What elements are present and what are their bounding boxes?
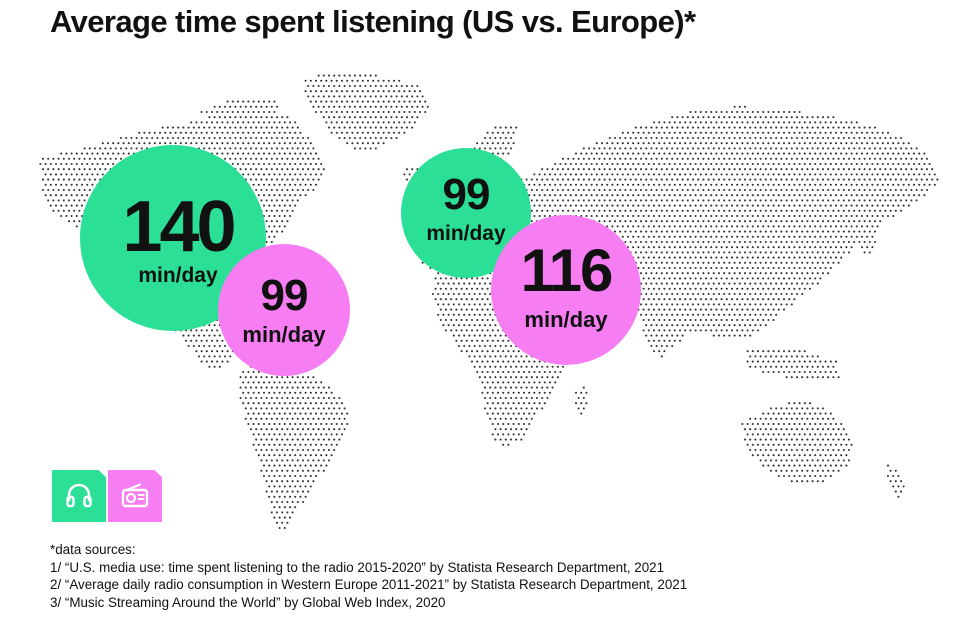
source-item: 2/ “Average daily radio consumption in W…: [50, 577, 688, 592]
us-music-unit: min/day: [138, 263, 218, 287]
europe-music-value: 99: [442, 169, 491, 219]
europe-music-bubble: 99 min/day: [401, 148, 531, 278]
europe-radio-unit: min/day: [524, 307, 608, 332]
europe-music-unit: min/day: [426, 221, 506, 245]
source-item: 3/ “Music Streaming Around the World” by…: [50, 594, 446, 610]
legend-music-streaming: [52, 470, 106, 522]
data-sources: *data sources: 1/ “U.S. media use: time …: [50, 541, 687, 611]
headphones-icon: [66, 483, 92, 508]
us-music-value: 140: [122, 186, 236, 267]
sources-heading: *data sources:: [50, 542, 136, 557]
source-item: 1/ “U.S. media use: time spent listening…: [50, 559, 665, 575]
page-title: Average time spent listening (US vs. Eur…: [50, 4, 696, 39]
us-radio-value: 99: [260, 271, 309, 320]
legend-radio: [108, 470, 162, 522]
europe-radio-value: 116: [520, 237, 614, 304]
radio-icon: [121, 483, 149, 508]
us-radio-unit: min/day: [242, 322, 326, 347]
us-radio-bubble: 99 min/day: [218, 244, 350, 376]
europe-radio-bubble: 116 min/day: [491, 215, 641, 365]
us-music-bubble: 140 min/day: [80, 145, 266, 331]
